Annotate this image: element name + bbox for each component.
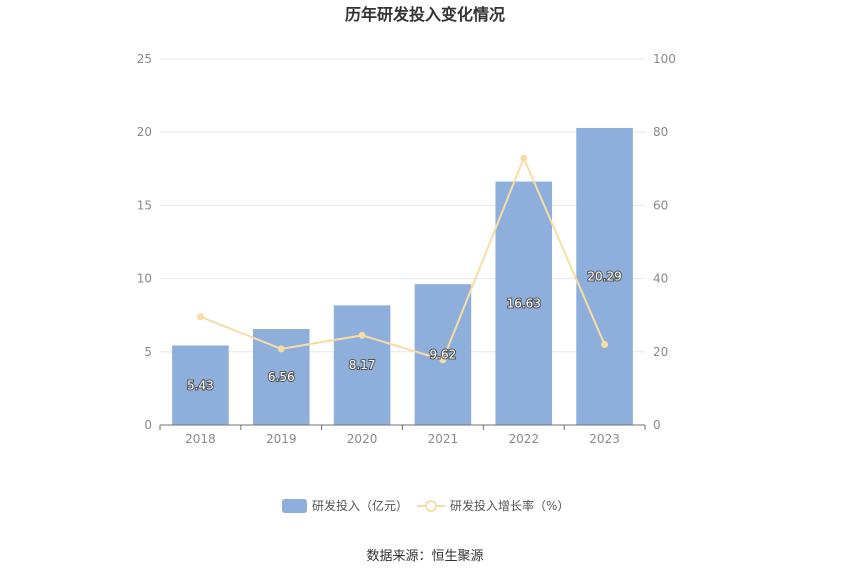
y-right-tick-label: 100 [653,52,676,66]
legend-bar-label: 研发投入（亿元） [312,498,408,513]
y-right-tick-label: 80 [653,125,668,139]
y-left-tick-label: 20 [137,125,152,139]
y-left-tick-label: 25 [137,52,152,66]
y-right-tick-label: 40 [653,272,668,286]
growth-rate-line [200,155,606,362]
y-right-tick-label: 20 [653,345,668,359]
bar [495,181,553,425]
legend-line-label: 研发投入增长率（%） [450,498,569,513]
bar-data-label: 6.56 [268,370,295,384]
legend-line-marker [425,500,437,512]
y-left-tick-label: 15 [137,198,152,212]
legend-item-bar[interactable]: 研发投入（亿元） [282,498,408,513]
x-tick-label: 2019 [266,432,297,446]
bar-series [172,127,633,425]
legend-item-line[interactable]: 研发投入增长率（%） [417,498,569,513]
x-tick-label: 2023 [589,432,620,446]
grid-lines [160,58,645,353]
bar-data-label: 8.17 [349,358,376,372]
bar-data-label: 20.29 [587,269,621,283]
growth-rate-point [601,340,609,348]
growth-rate-point [358,331,366,339]
bar-data-label: 9.62 [430,348,457,362]
chart-title: 历年研发投入变化情况 [345,5,505,24]
x-axis: 2018 2019 2020 2021 2022 2023 [159,424,646,446]
y-left-tick-label: 0 [144,418,152,432]
legend: 研发投入（亿元） 研发投入增长率（%） [282,498,569,513]
bar [172,345,229,425]
growth-rate-point [196,313,204,321]
x-tick-label: 2021 [428,432,459,446]
growth-rate-point [439,356,447,364]
data-source: 数据来源：恒生聚源 [366,549,483,564]
bar-data-label: 16.63 [507,296,541,310]
y-left-tick-label: 5 [144,345,152,359]
bar-data-labels: 5.43 6.56 8.17 9.62 16.63 20.29 [186,268,623,393]
y-left-tick-label: 10 [137,272,152,286]
growth-rate-point [277,345,285,353]
x-tick-label: 2020 [347,432,378,446]
legend-bar-swatch [282,499,307,513]
y-right-tick-label: 60 [653,198,668,212]
growth-rate-point [520,154,528,162]
line-series [196,154,609,364]
left-axis: 0 5 10 15 20 25 [137,52,152,432]
y-right-tick-label: 0 [653,418,661,432]
bar [576,127,633,425]
bar-data-label: 5.43 [187,378,214,392]
right-axis: 0 20 40 60 80 100 [653,52,676,432]
bar [333,305,391,425]
x-tick-label: 2022 [508,432,539,446]
x-tick-label: 2018 [185,432,216,446]
